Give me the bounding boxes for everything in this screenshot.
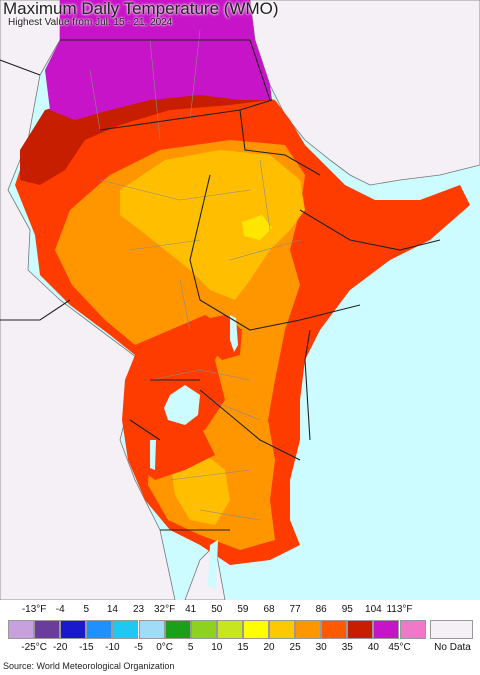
legend-tick-celsius: -5	[134, 642, 143, 653]
legend-tick-celsius: 10	[211, 642, 223, 653]
legend-tick-fahrenheit: 50	[211, 604, 223, 615]
lake-victoria	[164, 385, 200, 425]
legend-tick-fahrenheit: 41	[185, 604, 197, 615]
legend-tick-celsius: 0°C	[156, 642, 173, 653]
legend-swatch	[86, 620, 113, 639]
legend-swatch	[295, 620, 322, 639]
legend-tick-fahrenheit: 77	[289, 604, 301, 615]
legend-tick-fahrenheit: -13°F	[21, 604, 47, 615]
legend-tick-celsius: -10	[105, 642, 120, 653]
lakes	[150, 315, 238, 590]
legend-tick-fahrenheit: 68	[263, 604, 275, 615]
legend-swatch	[164, 620, 191, 639]
legend-tick-fahrenheit: 14	[106, 604, 118, 615]
legend-swatch	[112, 620, 139, 639]
legend-swatch	[399, 620, 426, 639]
legend-tick-fahrenheit: 95	[341, 604, 353, 615]
legend-swatch	[8, 620, 35, 639]
legend-swatch	[34, 620, 61, 639]
legend-tick-celsius: 30	[315, 642, 327, 653]
color-legend: -13°F -4 5 14 23 32°F 41 50 59 68 77 86 95 104 113°F -2…	[0, 600, 480, 660]
legend-tick-fahrenheit: 113°F	[386, 604, 413, 615]
map-subtitle: Highest Value from Jul. 15 - 21, 2024	[8, 17, 173, 28]
legend-swatch	[190, 620, 217, 639]
legend-swatch	[216, 620, 243, 639]
no-data-label: No Data	[434, 642, 471, 653]
legend-tick-fahrenheit: 59	[237, 604, 249, 615]
legend-tick-celsius: 20	[263, 642, 275, 653]
legend-tick-celsius: 40	[367, 642, 379, 653]
legend-tick-celsius: 5	[187, 642, 194, 653]
legend-swatch	[347, 620, 374, 639]
map-panel: Maximum Daily Temperature (WMO) Highest …	[0, 0, 480, 600]
legend-tick-celsius: 45°C	[388, 642, 411, 653]
legend-tick-celsius: -20	[52, 642, 68, 653]
legend-tick-fahrenheit: -4	[55, 604, 65, 615]
legend-tick-celsius: 35	[341, 642, 353, 653]
legend-tick-celsius: -15	[79, 642, 94, 653]
no-data-swatch	[430, 620, 473, 639]
legend-swatch	[138, 620, 165, 639]
legend-swatch	[373, 620, 400, 639]
legend-tick-celsius: -25°C	[21, 642, 47, 653]
lake-malawi	[208, 540, 218, 590]
sub-borders	[89, 29, 301, 521]
legend-tick-fahrenheit: 86	[315, 604, 327, 615]
legend-swatch	[321, 620, 348, 639]
country-borders	[0, 39, 441, 531]
legend-tick-celsius: 25	[289, 642, 301, 653]
legend-tick-fahrenheit: 104	[365, 604, 382, 615]
legend-swatch	[242, 620, 269, 639]
source-credit: Source: World Meteorological Organizatio…	[3, 661, 175, 671]
legend-tick-fahrenheit: 32°F	[153, 604, 176, 615]
map-title: Maximum Daily Temperature (WMO)	[3, 0, 279, 18]
legend-swatch	[269, 620, 296, 639]
lake-turkana	[230, 315, 238, 352]
legend-tick-celsius: 15	[237, 642, 249, 653]
legend-swatch	[60, 620, 87, 639]
legend-tick-fahrenheit: 5	[83, 604, 90, 615]
lake-tanganyika	[150, 440, 156, 470]
legend-tick-fahrenheit: 23	[132, 604, 145, 615]
temperature-map	[0, 0, 480, 600]
